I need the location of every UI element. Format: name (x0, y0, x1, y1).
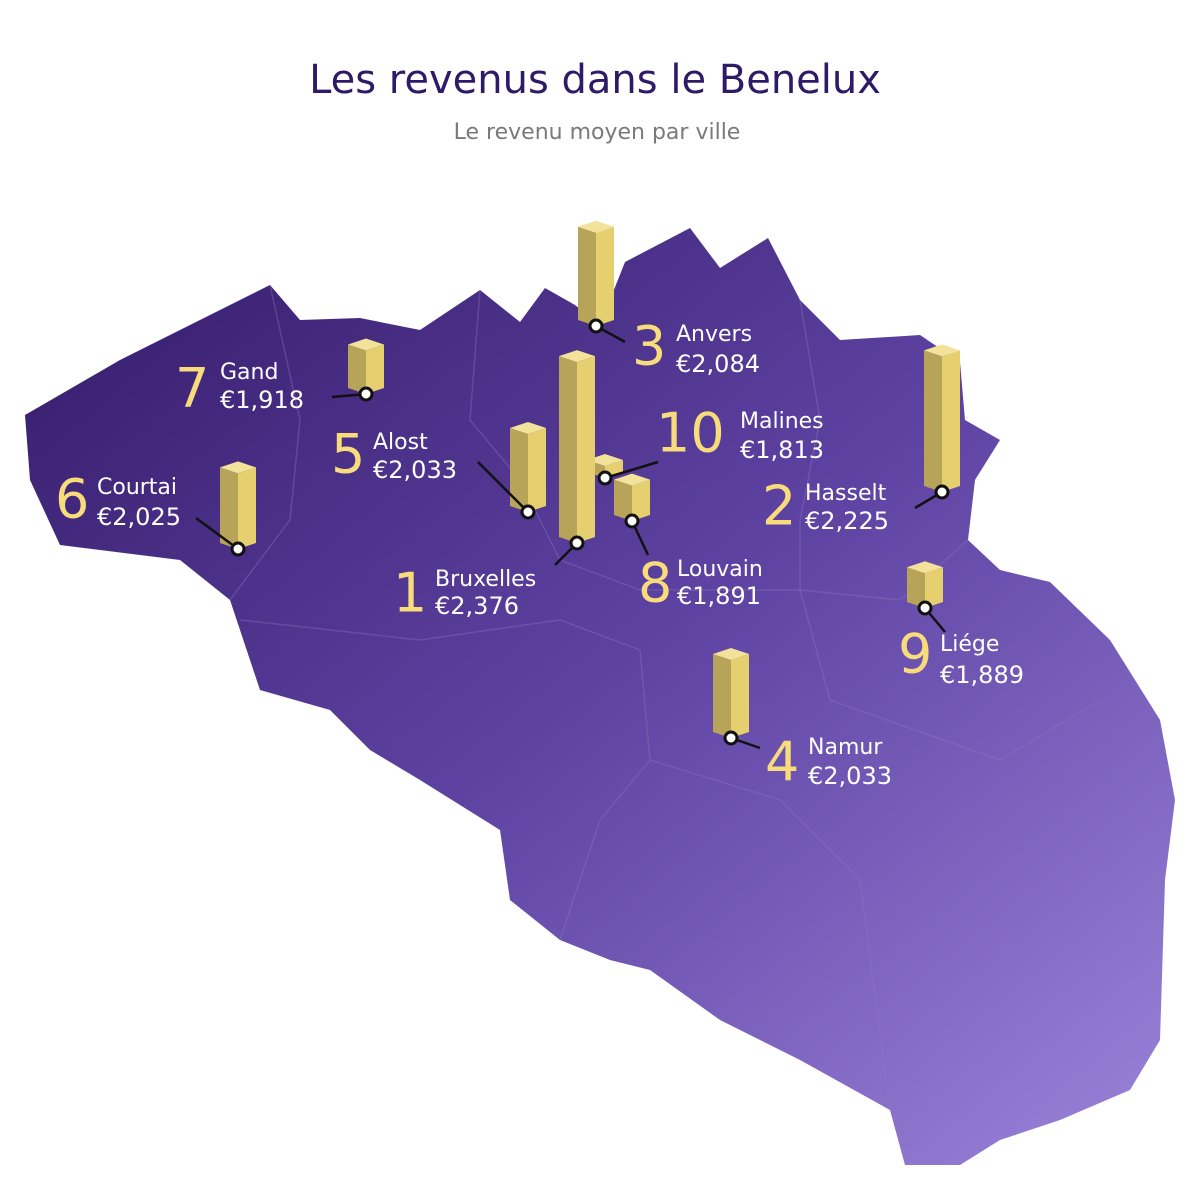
city-name: Anvers (676, 322, 752, 347)
bar-top (559, 350, 595, 363)
bar-top (220, 461, 256, 474)
bar-top (510, 422, 546, 434)
city-pin (358, 386, 374, 402)
belgium-map (25, 228, 1175, 1165)
city-name: Courtai (97, 475, 177, 500)
labels: 1 Bruxelles€2,376 2 Hasselt€2,225 3 Anvers €2,… (55, 315, 1024, 794)
city-rank: 5 (331, 423, 365, 486)
bar-top (587, 454, 623, 466)
bar-right-face (925, 567, 943, 608)
city-income: €2,033 (373, 456, 457, 484)
bar-right-face (596, 226, 614, 326)
bar-top (348, 338, 384, 351)
city-income: €2,376 (435, 592, 519, 620)
bar (220, 461, 256, 549)
city-rank: 2 (762, 475, 796, 538)
city-pin (723, 730, 739, 746)
city-income: €1,813 (740, 436, 824, 464)
city-rank: 10 (656, 402, 725, 465)
bar-left-face (924, 350, 942, 492)
bar-left-face (220, 467, 238, 549)
bar-right-face (942, 350, 960, 492)
bar (907, 561, 943, 608)
city-income: €1,889 (940, 661, 1024, 689)
city-pin (597, 470, 613, 486)
city-pin (917, 600, 933, 616)
city-income: €2,225 (805, 507, 889, 535)
city-rank: 6 (55, 468, 89, 531)
city-rank: 9 (898, 623, 932, 686)
bar (924, 344, 960, 492)
city-rank: 7 (175, 357, 209, 420)
bar-top (713, 648, 749, 660)
city-income: €2,084 (676, 350, 760, 378)
city-name: Gand (220, 360, 278, 385)
city-pin (520, 504, 536, 520)
bar-left-face (713, 654, 731, 738)
bar (614, 473, 650, 521)
bar-right-face (577, 356, 595, 543)
bar-top (907, 561, 943, 574)
city-name: Namur (808, 735, 883, 760)
city-income: €2,025 (97, 503, 181, 531)
city-name: Malines (740, 409, 824, 434)
bar-right-face (366, 344, 384, 394)
bar-left-face (559, 356, 577, 543)
city-name: Liége (940, 632, 999, 657)
bar (348, 338, 384, 394)
bar-left-face (348, 344, 366, 394)
city-name: Hasselt (805, 481, 887, 506)
city-income: €1,918 (220, 386, 304, 414)
leader-line (477, 461, 529, 513)
subtitle: Le revenu moyen par ville (454, 120, 741, 145)
bar-left-face (510, 428, 528, 512)
bar (578, 220, 614, 326)
city-name: Louvain (677, 557, 763, 582)
bar-right-face (632, 479, 650, 521)
city-income: €1,891 (677, 582, 761, 610)
bar-top (578, 220, 614, 233)
city-name: Bruxelles (435, 567, 536, 592)
city-pin (624, 513, 640, 529)
bar-right-face (238, 467, 256, 549)
city-pin (588, 318, 604, 334)
city-rank: 4 (765, 731, 799, 794)
bar (559, 350, 595, 543)
city-name: Alost (373, 430, 428, 455)
bar-left-face (614, 479, 632, 521)
bar-right-face (528, 428, 546, 512)
city-rank: 1 (393, 562, 427, 625)
bars (220, 220, 960, 738)
city-income: €2,033 (808, 762, 892, 790)
bar-top (924, 344, 960, 357)
region-borders (229, 284, 1101, 1111)
bar-top (614, 473, 650, 486)
bar-right-face (731, 654, 749, 738)
bar (510, 422, 546, 512)
city-pin (934, 484, 950, 500)
bar-left-face (907, 567, 925, 608)
city-rank: 3 (632, 315, 666, 378)
city-pin (569, 535, 585, 551)
leader-line (195, 516, 239, 551)
bar (713, 648, 749, 738)
city-rank: 8 (638, 552, 672, 615)
city-pin (230, 541, 246, 557)
leader-line (604, 460, 659, 480)
title: Les revenus dans le Benelux (309, 57, 881, 103)
bar-left-face (578, 226, 596, 326)
